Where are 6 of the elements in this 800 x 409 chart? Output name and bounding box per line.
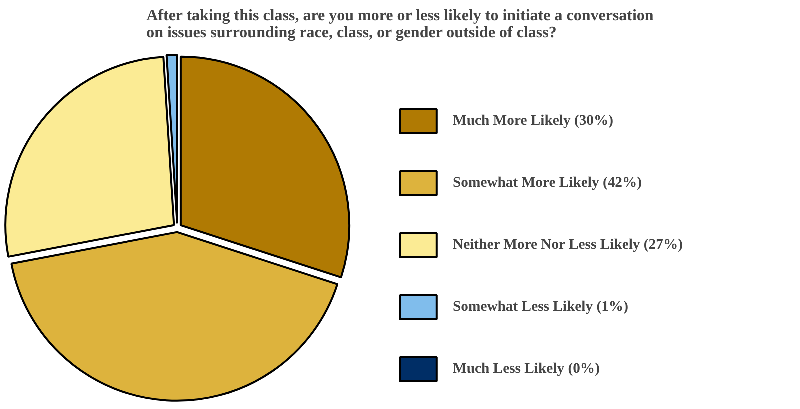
legend-label: Much More Likely (30%) <box>453 112 614 130</box>
chart-title: After taking this class, are you more or less likely to initiate a conversation on issues surrounding race, class, or gender outside of class? <box>146 8 654 42</box>
legend-label: Somewhat Less Likely (1%) <box>453 298 628 316</box>
legend-label: Neither More Nor Less Likely (27%) <box>453 236 683 254</box>
legend-label: Somewhat More Likely (42%) <box>453 174 642 192</box>
legend-label: Much Less Likely (0%) <box>453 360 600 378</box>
